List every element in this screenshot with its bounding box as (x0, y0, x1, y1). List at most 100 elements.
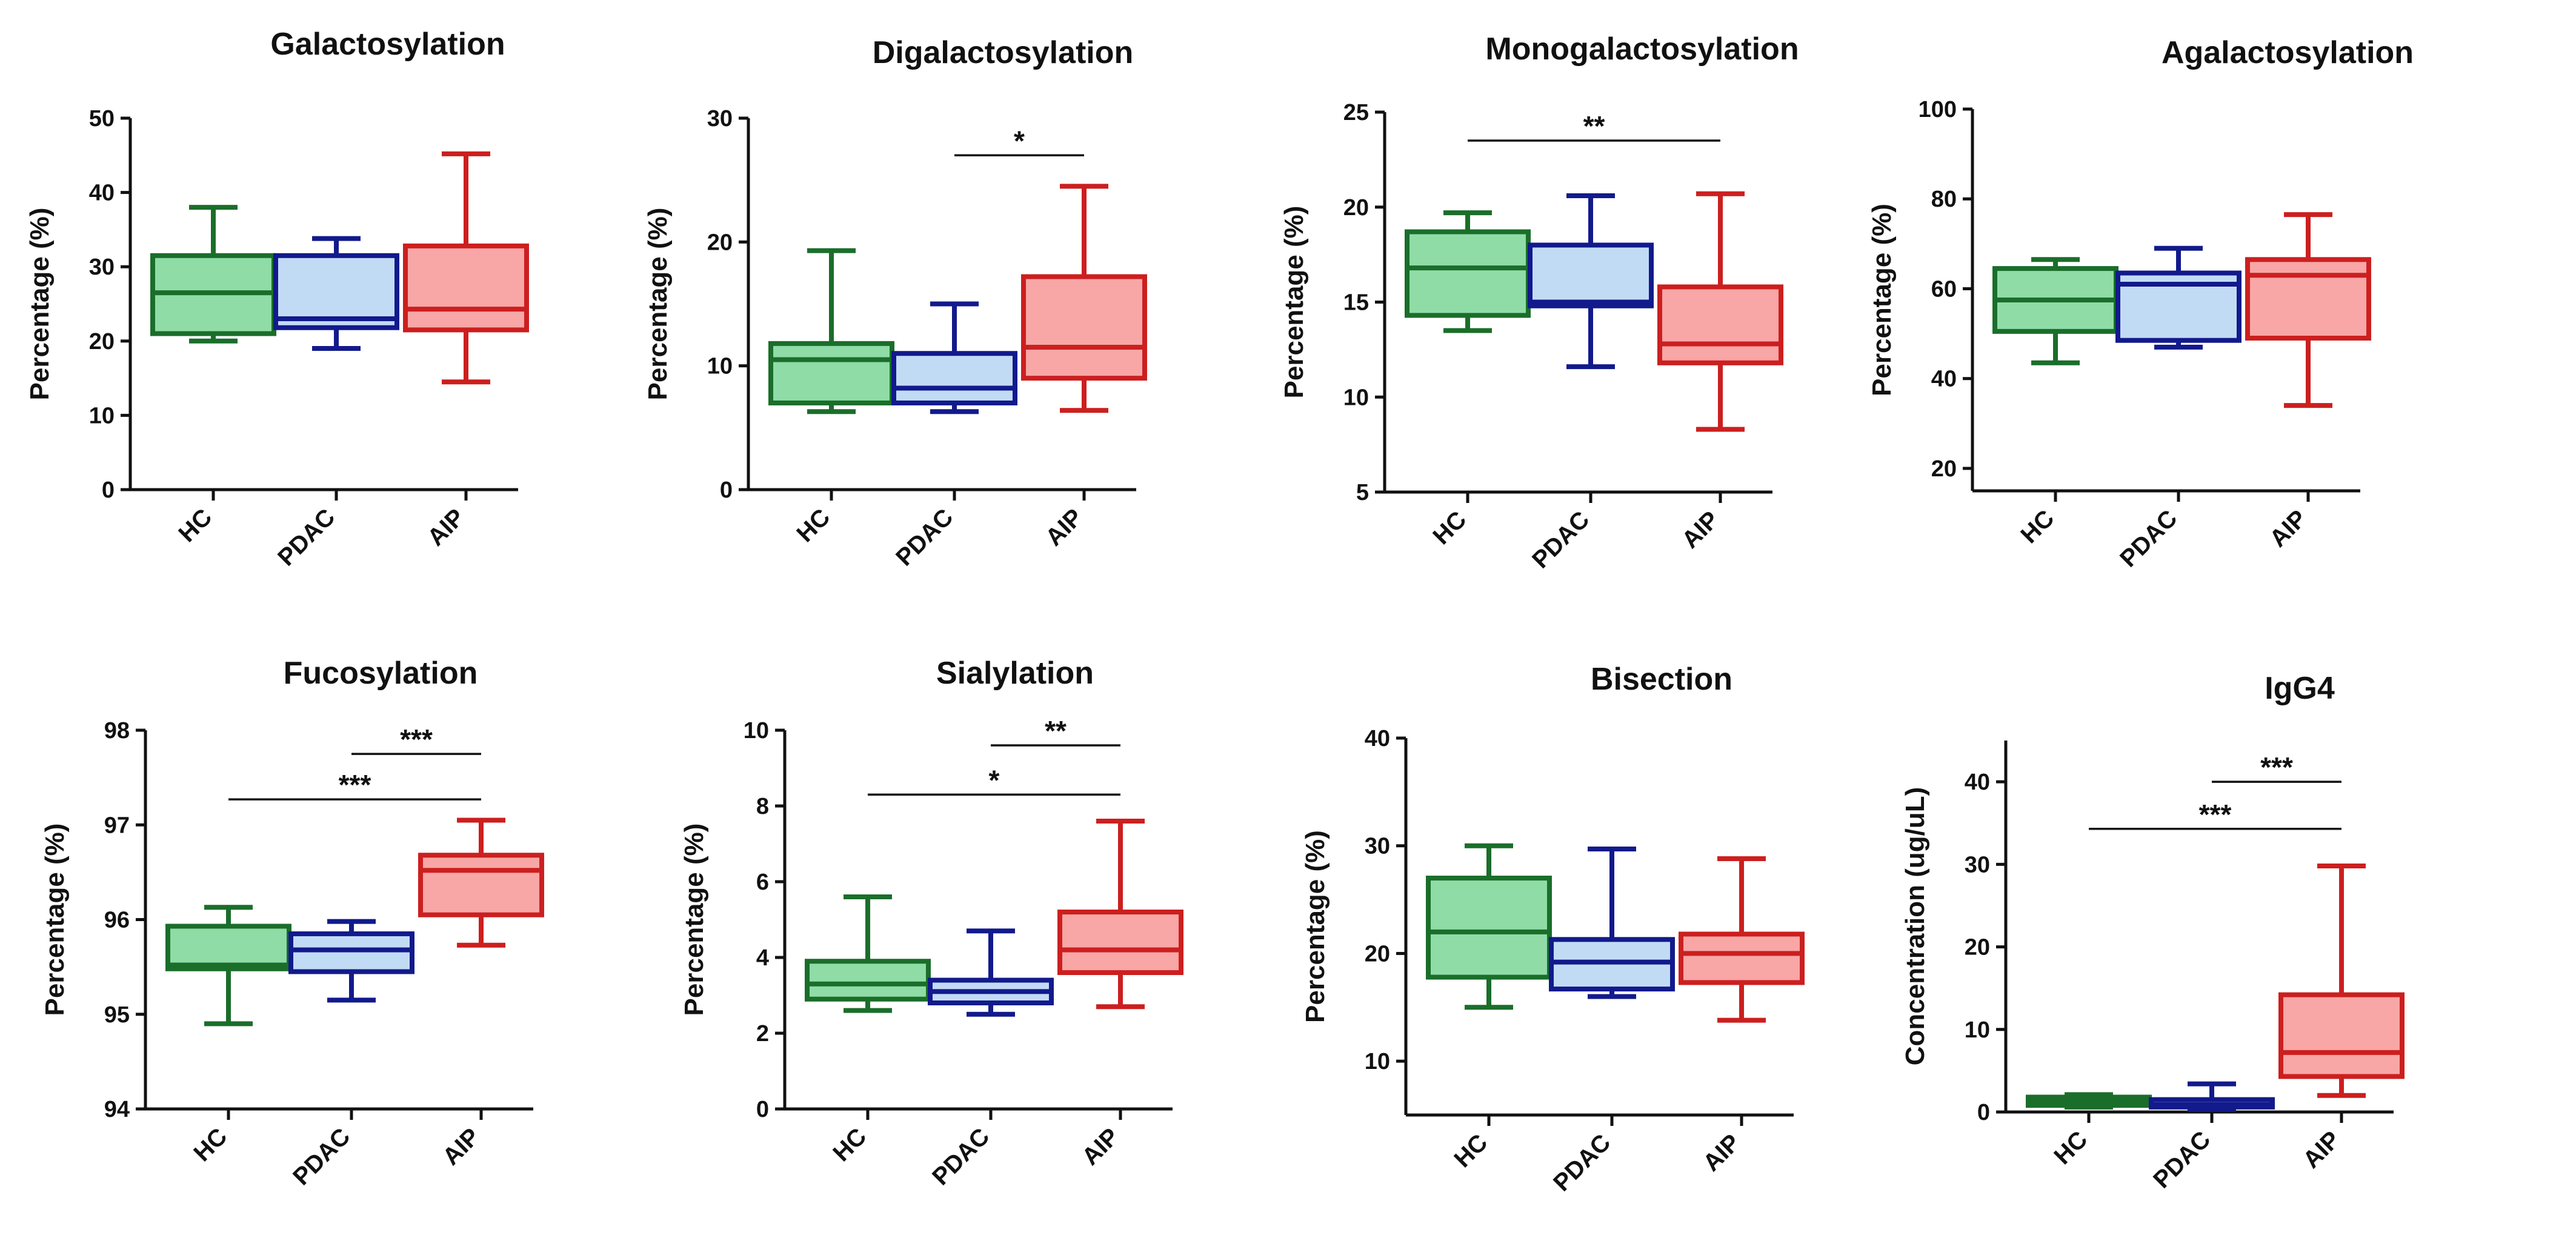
panel-title: Agalactosylation (2162, 35, 2414, 70)
y-tick-label: 40 (1365, 726, 1390, 751)
panel-title: Galactosylation (270, 27, 505, 62)
x-tick-label: HC (188, 1123, 232, 1167)
y-tick-label: 20 (1365, 941, 1390, 967)
panel-digalactosylation: Digalactosylation Percentage (%) 0 10 20 30 HC… (643, 35, 1147, 571)
panel-fucosylation: Fucosylation Percentage (%) 94 95 96 97 98 HC PD… (40, 656, 544, 1191)
x-tick-label: PDAC (2115, 505, 2182, 572)
box-pdac (891, 301, 1017, 414)
y-tick-label: 97 (104, 813, 130, 838)
y-tick-label: 6 (756, 870, 769, 895)
box-aip (1057, 819, 1183, 1010)
x-tick-label: PDAC (891, 504, 958, 571)
y-tick-label: 20 (1965, 935, 1990, 960)
y-tick-label: 20 (707, 230, 733, 255)
x-tick-label: HC (1449, 1129, 1493, 1173)
x-tick-label: PDAC (1527, 506, 1594, 573)
box-aip (1679, 856, 1805, 1023)
box-iqr (273, 253, 399, 330)
significance-label: *** (2260, 751, 2293, 783)
box-pdac (2115, 245, 2242, 350)
box-iqr (1057, 910, 1183, 975)
y-tick-label: 10 (707, 354, 733, 379)
panel-title: Digalactosylation (873, 35, 1134, 70)
box-hc (165, 905, 291, 1027)
y-tick-label: 2 (756, 1021, 769, 1047)
box-aip (418, 817, 544, 948)
box-aip (2245, 212, 2371, 408)
y-tick-label: 30 (1365, 834, 1390, 859)
x-tick-label: HC (2049, 1126, 2092, 1170)
y-tick-label: 30 (89, 255, 115, 280)
panel-galactosylation: Galactosylation Percentage (%) 0 10 20 30 40 50… (25, 27, 529, 571)
y-axis-label: Percentage (%) (1279, 206, 1309, 399)
x-tick-label: AIP (1677, 506, 1724, 553)
y-tick-label: 0 (720, 478, 733, 503)
significance-label: ** (1045, 715, 1067, 747)
box-iqr (805, 959, 931, 1002)
box-iqr (768, 341, 894, 405)
panel-title: Monogalactosylation (1485, 32, 1799, 67)
y-tick-label: 0 (1977, 1100, 1990, 1125)
box-iqr (1679, 931, 1805, 985)
x-tick-label: AIP (1698, 1129, 1745, 1176)
x-tick-label: PDAC (927, 1123, 994, 1190)
box-pdac (1549, 847, 1675, 999)
box-hc (150, 205, 276, 344)
box-aip (1021, 184, 1147, 413)
y-tick-label: 20 (1343, 195, 1369, 221)
y-tick-label: 5 (1356, 480, 1369, 505)
box-iqr (288, 931, 414, 974)
y-tick-label: 40 (89, 181, 115, 206)
box-hc (1426, 843, 1552, 1010)
box-iqr (891, 351, 1017, 405)
box-pdac (273, 236, 399, 351)
panel-monogalactosylation: Monogalactosylation Percentage (%) 5 10 15 20… (1279, 32, 1799, 574)
significance-label: *** (2199, 799, 2232, 830)
panel-title: Fucosylation (284, 656, 478, 691)
box-aip (403, 151, 529, 385)
box-iqr (418, 853, 544, 917)
box-iqr (2245, 257, 2371, 341)
x-tick-label: PDAC (2148, 1126, 2215, 1193)
y-tick-label: 60 (1931, 276, 1957, 302)
box-iqr (1405, 229, 1531, 318)
y-tick-label: 20 (89, 329, 115, 355)
box-aip (2278, 864, 2405, 1098)
y-tick-label: 10 (1343, 385, 1369, 410)
y-tick-label: 96 (104, 908, 130, 933)
x-tick-label: HC (828, 1123, 871, 1167)
x-tick-label: PDAC (288, 1123, 355, 1190)
box-iqr (1528, 242, 1654, 308)
box-pdac (2149, 1081, 2275, 1112)
box-hc (2026, 1092, 2152, 1110)
box-pdac (288, 919, 414, 1003)
panel-title: Sialylation (936, 656, 1094, 691)
y-tick-label: 25 (1343, 100, 1369, 125)
panel-igg4: IgG4 Concentration (ug/uL) 0 10 20 30 40 HC PDAC… (1900, 671, 2405, 1194)
x-tick-label: HC (173, 504, 217, 547)
box-iqr (1021, 274, 1147, 381)
x-tick-label: PDAC (273, 504, 340, 571)
x-tick-label: AIP (1077, 1123, 1124, 1170)
box-iqr (1657, 284, 1783, 365)
y-axis-label: Percentage (%) (679, 824, 709, 1016)
y-tick-label: 10 (1365, 1049, 1390, 1074)
panel-agalactosylation: Agalactosylation Percentage (%) 20 40 60 80 10… (1867, 35, 2414, 573)
x-tick-label: AIP (422, 504, 470, 551)
box-hc (1405, 210, 1531, 333)
y-tick-label: 30 (707, 106, 733, 131)
y-tick-label: 0 (102, 478, 115, 503)
y-axis-label: Percentage (%) (643, 208, 673, 401)
box-hc (1992, 257, 2118, 365)
box-iqr (2278, 992, 2405, 1079)
significance-label: * (989, 764, 1000, 796)
y-tick-label: 40 (1931, 367, 1957, 392)
y-tick-label: 10 (89, 403, 115, 428)
significance-label: ** (1583, 110, 1605, 142)
box-aip (1657, 191, 1783, 432)
y-tick-label: 15 (1343, 290, 1369, 316)
y-tick-label: 10 (1965, 1017, 1990, 1043)
x-tick-label: HC (1428, 506, 1471, 550)
y-axis-label: Percentage (%) (1867, 204, 1897, 396)
